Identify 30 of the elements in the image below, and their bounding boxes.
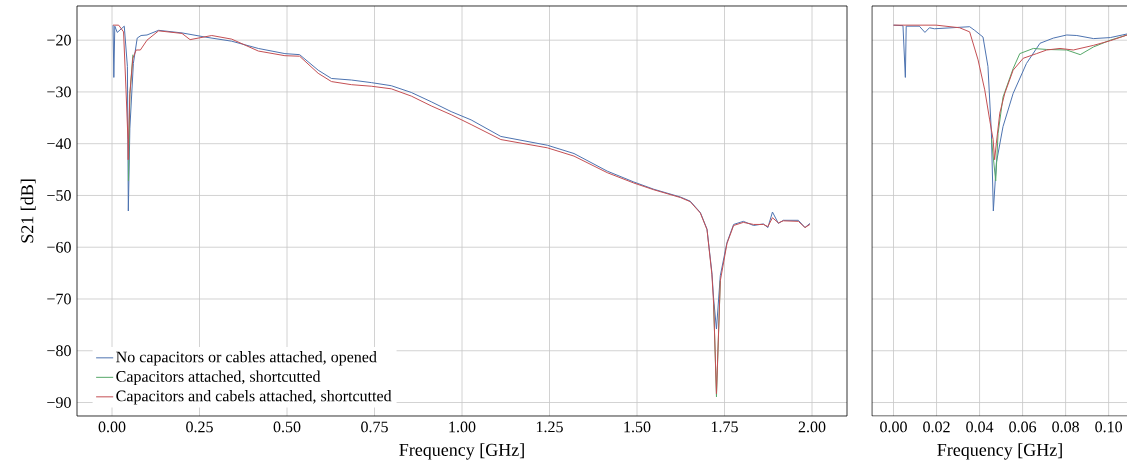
x-tick-label: 1.75: [711, 421, 738, 433]
y-tick-label: −70: [47, 293, 71, 305]
x-tick-label: 0.00: [880, 421, 907, 433]
x-tick-label: 0.25: [186, 421, 213, 433]
x-tick-label: 0.08: [1052, 421, 1079, 433]
y-tick-label: −20: [47, 34, 71, 46]
x-tick-label: 1.50: [624, 421, 651, 433]
y-tick-label: −60: [47, 241, 71, 253]
y-tick-label: −40: [47, 138, 71, 150]
x-tick-label: 1.25: [536, 421, 563, 433]
legend-label: Capacitors attached, shortcutted: [116, 370, 321, 386]
x-tick-label: 0.50: [273, 421, 301, 433]
y-tick-label: −80: [47, 345, 71, 357]
x-tick-label: 0.04: [966, 421, 994, 433]
y-axis-title: S21 [dB]: [20, 179, 36, 243]
legend-label: Capacitors and cabels attached, shortcutted: [116, 390, 392, 405]
legend-label: No capacitors or cables attached, opened: [116, 351, 377, 366]
y-tick-label: −30: [47, 86, 71, 98]
x-tick-label: 0.00: [98, 421, 126, 433]
x-tick-label: 0.75: [361, 421, 388, 433]
x-tick-label: 0.06: [1009, 421, 1037, 433]
x-tick-label: 0.10: [1095, 421, 1123, 433]
line-series: [112, 24, 811, 330]
x-tick-label: 0.02: [923, 421, 950, 433]
x-tick-label: 1.00: [449, 421, 476, 433]
y-tick-label: −50: [47, 190, 71, 201]
x-axis-title: Frequency [GHz]: [399, 443, 524, 460]
y-tick-label: −90: [47, 397, 71, 408]
x-axis-title: Frequency [GHz]: [937, 443, 1062, 460]
x-tick-label: 2.00: [798, 421, 826, 433]
